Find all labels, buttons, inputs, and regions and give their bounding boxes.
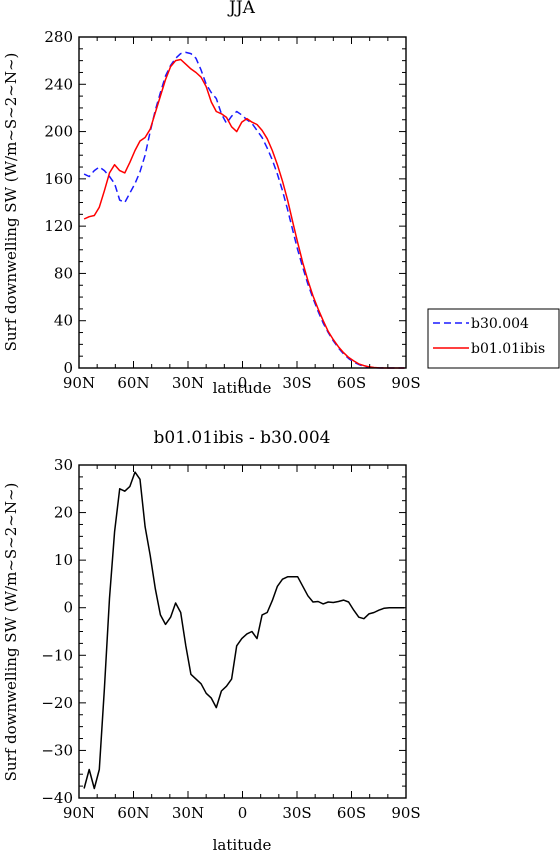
bottom-series-line-1	[83, 471, 405, 790]
top-x-axis-label: latitude	[213, 379, 272, 397]
top-y-tick-label: 80	[54, 264, 73, 282]
bottom-x-tick-label: 0	[238, 804, 248, 822]
bottom-y-tick-label: −20	[41, 694, 73, 712]
top-chart-title: JJA	[227, 0, 256, 18]
top-x-tick-label: 90S	[391, 374, 420, 392]
top-y-tick-label: 240	[44, 75, 73, 93]
top-axis-ticks: 90N 60N 30N 0 30S 60S 90S 0 40 80 120 160 200 240 280	[44, 28, 420, 392]
top-series-group	[83, 51, 405, 369]
top-x-tick-label: 30N	[172, 374, 204, 392]
top-x-tick-label: 90N	[63, 374, 95, 392]
legend-label-b01-01ibis: b01.01ibis	[471, 341, 545, 357]
top-y-tick-label: 280	[44, 28, 73, 46]
bottom-y-tick-label: −10	[41, 646, 73, 664]
top-x-tick-label: 30S	[282, 374, 311, 392]
bottom-panel: b01.01ibis - b30.004 90N 60N 30N 0 30S 60S 90S…	[2, 428, 421, 851]
bottom-axis-ticks: 90N 60N 30N 0 30S 60S 90S −40 −30 −20 −10 0 10 20 30	[41, 456, 420, 822]
bottom-x-axis-label: latitude	[213, 836, 272, 851]
top-y-axis-label: Surf downwelling SW (W/m~S~2~N~)	[2, 53, 20, 352]
bottom-x-tick-label: 30S	[282, 804, 311, 822]
top-y-tick-label: 200	[44, 123, 73, 141]
bottom-y-tick-label: 10	[54, 551, 73, 569]
bottom-y-tick-label: 0	[63, 599, 73, 617]
bottom-y-tick-label: 30	[54, 456, 73, 474]
legend-box	[427, 308, 560, 369]
top-x-tick-label: 60N	[117, 374, 149, 392]
legend-label-b30-004: b30.004	[471, 316, 529, 332]
bottom-y-tick-label: −30	[41, 741, 73, 759]
bottom-x-tick-label: 30N	[172, 804, 204, 822]
bottom-y-tick-label: −40	[41, 789, 73, 807]
top-series-line-2	[83, 58, 405, 369]
bottom-y-tick-label: 20	[54, 504, 73, 522]
top-x-tick-label: 0	[238, 374, 248, 392]
top-x-tick-label: 60S	[337, 374, 366, 392]
bottom-x-tick-label: 90N	[63, 804, 95, 822]
bottom-chart-title: b01.01ibis - b30.004	[154, 428, 331, 448]
top-y-tick-label: 160	[44, 170, 73, 188]
bottom-x-tick-label: 90S	[391, 804, 420, 822]
top-panel: JJA 90N 60N 30N 0 30S 60S 90S 0 40 80 120 160 200 240…	[2, 0, 421, 397]
top-series-line-1	[83, 51, 405, 369]
top-plot-frame	[78, 36, 407, 369]
top-y-tick-label: 120	[44, 217, 73, 235]
bottom-x-tick-label: 60N	[117, 804, 149, 822]
top-y-tick-label: 40	[54, 312, 73, 330]
top-y-tick-label: 0	[63, 359, 73, 377]
bottom-series-group	[83, 471, 405, 790]
bottom-x-tick-label: 60S	[337, 804, 366, 822]
legend: b30.004 b01.01ibis	[427, 308, 560, 369]
bottom-plot-frame	[78, 464, 407, 799]
bottom-y-axis-label: Surf downwelling SW (W/m~S~2~N~)	[2, 483, 20, 782]
